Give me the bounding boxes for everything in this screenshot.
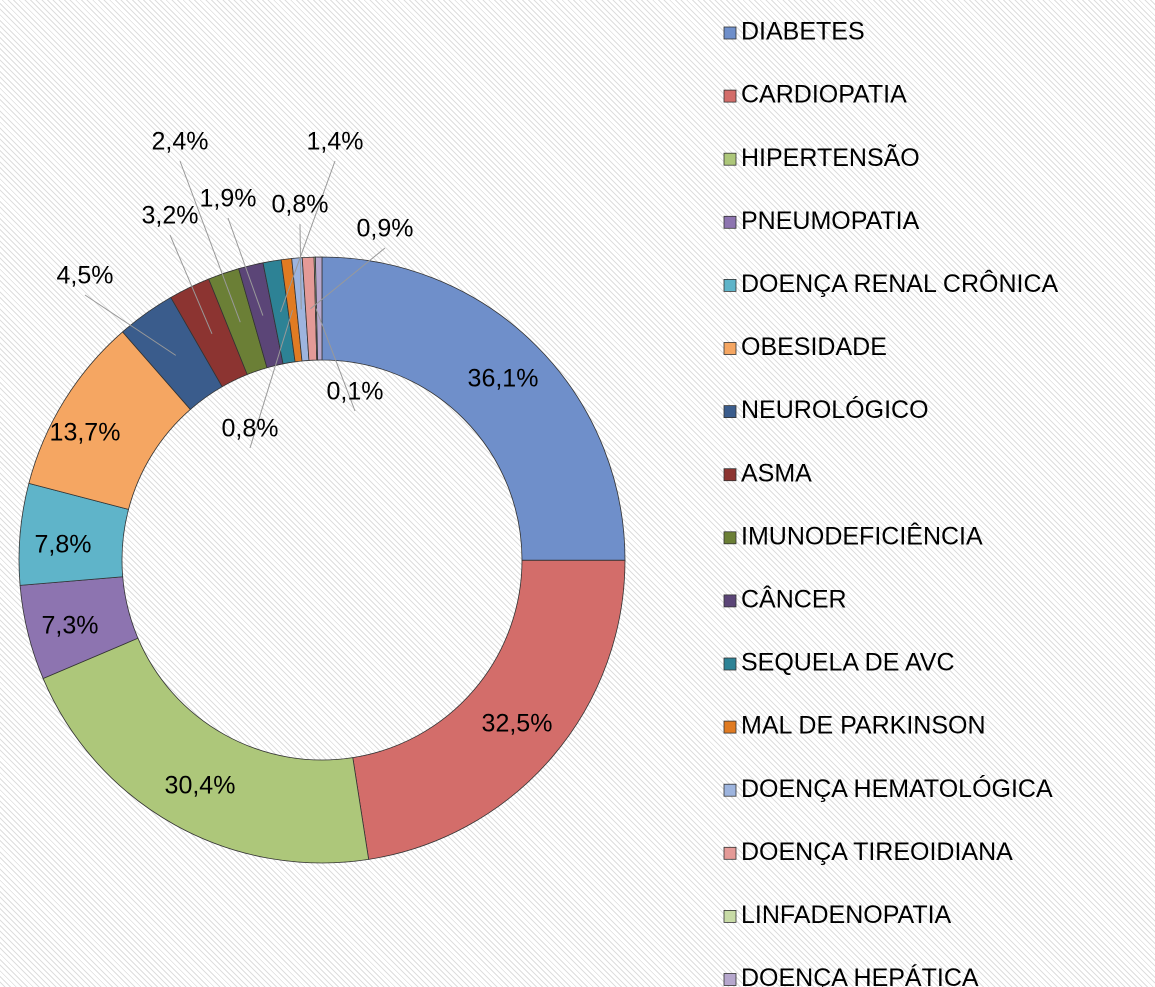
legend-label: OBESIDADE (741, 333, 887, 361)
legend-swatch (723, 846, 737, 860)
data-label: 0,8% (222, 415, 279, 443)
data-label: 7,8% (35, 531, 92, 559)
legend-label: IMUNODEFICIÊNCIA (741, 521, 983, 550)
legend-swatch (723, 89, 737, 103)
legend-swatch (723, 531, 737, 545)
donut-slice (321, 256, 626, 561)
legend-label: DOENÇA HEMATOLÓGICA (741, 774, 1053, 803)
donut-slice (42, 637, 370, 864)
legend-label: CÂNCER (741, 585, 847, 614)
legend-swatch (723, 910, 737, 923)
leader-line (299, 223, 302, 310)
legend-label: MAL DE PARKINSON (741, 712, 986, 740)
data-label: 0,1% (327, 378, 384, 406)
legend-label: CARDIOPATIA (741, 81, 907, 109)
legend-swatch (723, 278, 737, 292)
data-label: 1,4% (307, 128, 364, 156)
legend-swatch (723, 973, 737, 986)
leader-line (280, 160, 336, 313)
legend-swatch (723, 26, 737, 40)
legend-swatch (723, 405, 737, 419)
leader-line (179, 160, 241, 323)
donut-slice (352, 559, 626, 860)
legend-swatch (723, 783, 737, 797)
legend-label: HIPERTENSÃO (741, 143, 920, 172)
legend-label: PNEUMOPATIA (741, 207, 920, 235)
donut-slice (314, 256, 323, 361)
data-label: 3,2% (142, 202, 199, 230)
legend-label: DOENÇA TIREOIDIANA (741, 838, 1013, 866)
data-label: 0,9% (357, 215, 414, 243)
legend-label: DOENÇA RENAL CRÔNICA (741, 269, 1059, 298)
leader-line (315, 308, 356, 412)
data-label: 36,1% (468, 365, 539, 393)
leader-line (169, 234, 213, 335)
data-label: 4,5% (57, 262, 114, 290)
legend-label: LINFADENOPATIA (741, 901, 952, 929)
legend-swatch (723, 657, 737, 671)
legend-swatch (723, 468, 737, 482)
legend-label: DOENÇA HEPÁTICA (741, 963, 979, 987)
data-label: 32,5% (482, 710, 553, 738)
legend-swatch (723, 152, 737, 166)
legend-swatch (723, 720, 737, 734)
legend-swatch (723, 594, 737, 608)
leader-line (310, 247, 386, 310)
legend-swatch (723, 215, 737, 229)
leader-line (227, 217, 264, 316)
leader-line (249, 310, 293, 449)
data-label: 2,4% (152, 128, 209, 156)
data-label: 30,4% (165, 772, 236, 800)
leader-line (84, 294, 177, 356)
legend-label: DIABETES (741, 18, 865, 46)
legend-label: SEQUELA DE AVC (741, 649, 955, 677)
legend-label: ASMA (741, 459, 812, 487)
data-label: 13,7% (50, 419, 121, 447)
legend-label: NEUROLÓGICO (741, 395, 929, 424)
data-label: 7,3% (42, 612, 99, 640)
data-label: 0,8% (272, 191, 329, 219)
data-label: 1,9% (200, 185, 257, 213)
legend-swatch (723, 342, 737, 355)
